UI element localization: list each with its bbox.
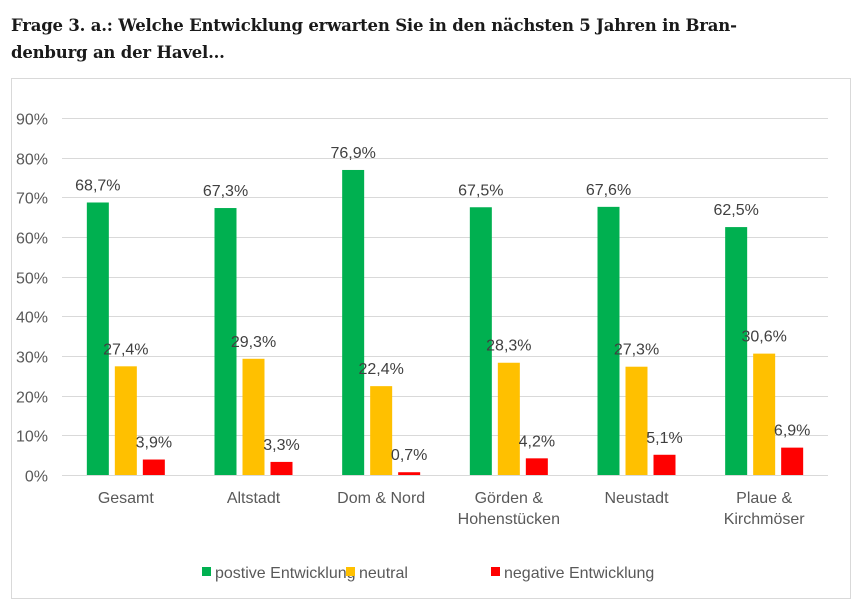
bar-negative-entwicklung [142, 459, 165, 475]
category-label: Altstadt [227, 490, 281, 507]
data-label: 28,3% [486, 338, 531, 355]
data-label: 5,1% [646, 430, 682, 447]
page-title-line-1: Frage 3. a.: Welche Entwicklung erwarten… [11, 16, 737, 35]
legend-label: negative Entwicklung [504, 565, 654, 582]
page-title-line-2: denburg an der Havel... [11, 43, 225, 62]
data-label: 3,9% [136, 435, 172, 452]
bar-negative-entwicklung [653, 454, 676, 475]
bar-postive-entwicklung [597, 206, 620, 475]
y-tick-label: 70% [16, 191, 48, 208]
y-tick-label: 60% [16, 231, 48, 248]
data-label: 67,3% [203, 183, 248, 200]
data-label: 67,6% [586, 182, 631, 199]
data-label: 76,9% [330, 145, 375, 162]
chart-frame [11, 78, 851, 599]
data-label: 30,6% [741, 329, 786, 346]
bar-negative-entwicklung [270, 461, 293, 475]
data-label: 27,3% [614, 342, 659, 359]
bar-neutral [753, 353, 776, 475]
data-labels: 68,7% 27,4% 3,9% 67,3% 29,3% 3,3% 76,9% 22,4% 0,… [75, 145, 810, 464]
page-title: Frage 3. a.: Welche Entwicklung erwarten… [11, 12, 801, 66]
legend: postive Entwicklung neutral negative Entwi… [202, 565, 654, 582]
y-tick-label: 10% [16, 429, 48, 446]
data-label: 29,3% [231, 334, 276, 351]
bar-postive-entwicklung [725, 227, 748, 475]
bar-neutral [114, 366, 137, 475]
data-label: 3,3% [263, 437, 299, 454]
data-label: 0,7% [391, 447, 427, 464]
legend-swatch-negative-entwicklung [491, 567, 500, 576]
bar-negative-entwicklung [781, 447, 804, 475]
y-tick-label: 30% [16, 350, 48, 367]
y-tick-label: 90% [16, 112, 48, 129]
data-label: 6,9% [774, 423, 810, 440]
y-tick-label: 40% [16, 310, 48, 327]
category-label: Dom & Nord [337, 490, 425, 507]
category-label: Kirchmöser [724, 511, 806, 528]
category-label: Hohenstücken [458, 511, 560, 528]
legend-label: postive Entwicklung [215, 565, 356, 582]
bar-postive-entwicklung [469, 207, 492, 475]
y-tick-label: 20% [16, 390, 48, 407]
category-label: Plaue & [736, 490, 792, 507]
data-label: 27,4% [103, 341, 148, 358]
bar-neutral [242, 358, 265, 475]
data-label: 62,5% [713, 202, 758, 219]
data-label: 4,2% [519, 433, 555, 450]
y-axis-ticks: 0% 10% 20% 30% 40% 50% 60% 70% 80% 90% [16, 112, 48, 486]
bars [86, 169, 804, 476]
y-tick-label: 0% [25, 469, 48, 486]
bar-neutral [497, 362, 520, 475]
x-axis-categories: Gesamt Altstadt Dom & Nord Görden & Hohenstü… [98, 490, 805, 528]
bar-negative-entwicklung [398, 472, 421, 475]
bar-neutral [370, 386, 393, 475]
category-label: Neustadt [604, 490, 669, 507]
bar-neutral [625, 366, 648, 475]
bar-postive-entwicklung [86, 202, 109, 476]
gridlines [62, 118, 828, 476]
data-label: 22,4% [358, 361, 403, 378]
bar-negative-entwicklung [525, 458, 548, 475]
y-tick-label: 50% [16, 271, 48, 288]
data-label: 68,7% [75, 177, 120, 194]
bar-postive-entwicklung [342, 169, 365, 476]
category-label: Görden & [475, 490, 544, 507]
category-label: Gesamt [98, 490, 155, 507]
legend-label: neutral [359, 565, 408, 582]
y-tick-label: 80% [16, 152, 48, 169]
bar-postive-entwicklung [214, 208, 237, 475]
data-label: 67,5% [458, 182, 503, 199]
legend-swatch-neutral [346, 567, 355, 576]
legend-swatch-postive-entwicklung [202, 567, 211, 576]
